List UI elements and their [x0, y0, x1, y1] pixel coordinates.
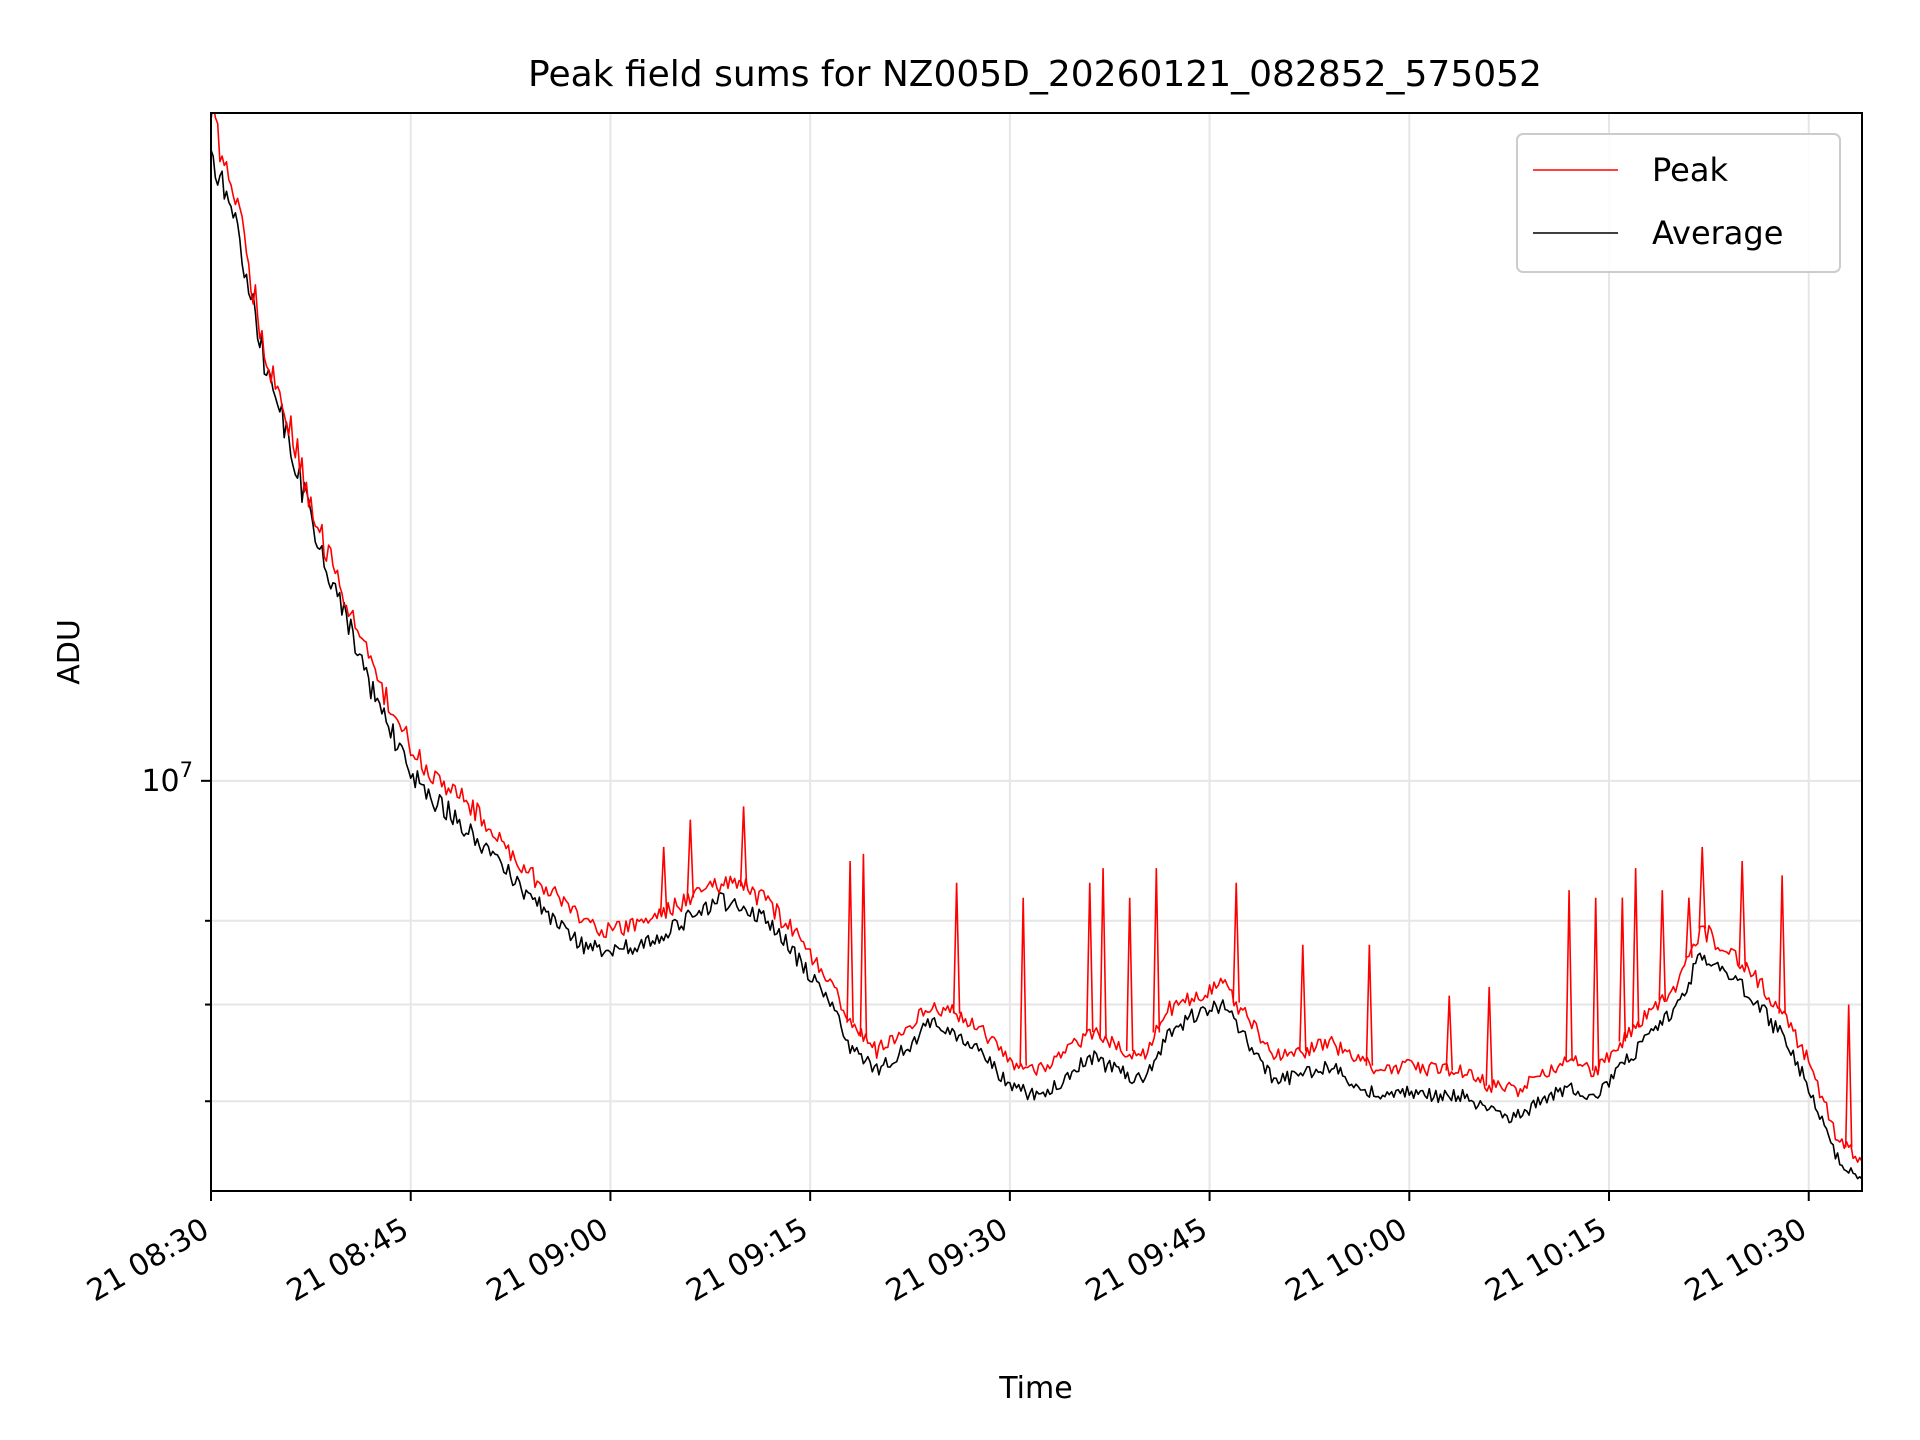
chart-title: Peak field sums for NZ005D_20260121_0828…	[528, 54, 1542, 95]
peak-spike	[1298, 944, 1307, 1052]
peak-spike	[952, 882, 961, 1014]
peak-spike	[739, 806, 748, 887]
peak-spike	[859, 853, 868, 1037]
peak-spike	[686, 819, 695, 898]
peak-spike	[1591, 897, 1600, 1071]
y-tick-label: 107	[141, 758, 193, 799]
peak-spike	[1099, 868, 1107, 1040]
peak-spike	[1365, 944, 1374, 1066]
x-axis-label: Time	[998, 1371, 1072, 1406]
peak-spikes	[659, 806, 1853, 1148]
peak-spike	[1125, 897, 1134, 1052]
legend-label-average: Average	[1652, 214, 1783, 252]
peak-spike	[1618, 897, 1627, 1042]
peak-spike	[1698, 846, 1707, 929]
peak-spike	[659, 846, 668, 914]
peak-spike	[1778, 875, 1786, 1014]
peak-spike	[1085, 882, 1094, 1033]
peak-spike	[1631, 868, 1640, 1028]
peak-spike	[1844, 1004, 1853, 1148]
series-line-peak	[211, 113, 1862, 1163]
y-axis-ticks: 107	[141, 758, 211, 799]
plot-frame	[210, 112, 1863, 1192]
peak-spike	[1152, 868, 1161, 1033]
series-line-average	[211, 149, 1862, 1180]
peak-spike	[1738, 860, 1746, 966]
peak-spike	[846, 860, 854, 1023]
legend: Peak Average	[1516, 133, 1841, 273]
peak-spike	[1658, 890, 1667, 1001]
peak-spike	[1232, 882, 1241, 1003]
legend-label-peak: Peak	[1652, 151, 1728, 189]
y-axis-label: ADU	[52, 619, 87, 685]
peak-spike	[1445, 995, 1454, 1071]
peak-spike	[1565, 890, 1573, 1061]
peak-spike	[1485, 986, 1493, 1086]
peak-spike	[1019, 897, 1027, 1066]
grid	[210, 113, 1862, 1191]
peak-spike	[1685, 897, 1693, 958]
legend-frame	[1516, 133, 1841, 273]
